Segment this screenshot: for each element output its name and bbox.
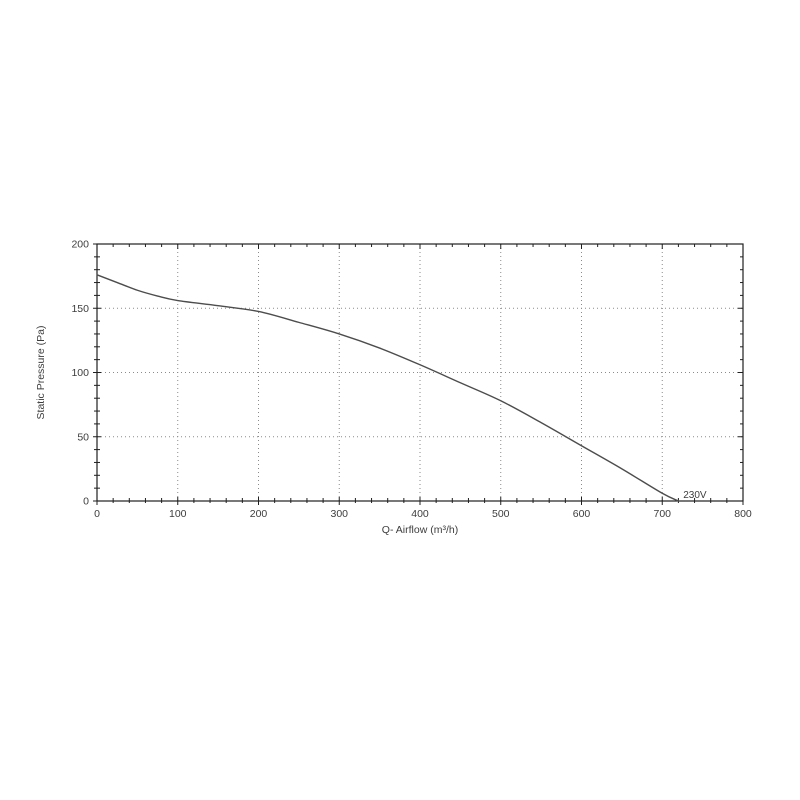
x-tick-label: 100: [169, 508, 187, 520]
y-tick-label: 50: [77, 431, 89, 443]
gridlines: [97, 244, 743, 501]
axes-and-ticks: [93, 243, 744, 505]
x-tick-label: 300: [330, 508, 348, 520]
x-tick-label: 400: [411, 508, 429, 520]
tick-labels: 0 100 200 300 400 500 600 700 800 0 50 100 150 200: [71, 239, 751, 521]
voltage-annotation: 230V: [683, 490, 707, 501]
curve-annotation: 230V: [683, 490, 707, 501]
x-tick-label: 800: [734, 508, 752, 520]
y-tick-label: 150: [71, 303, 89, 315]
y-tick-label: 100: [71, 367, 89, 379]
pressure-curve: [96, 274, 680, 502]
x-tick-label: 600: [573, 508, 591, 520]
y-axis-title: Static Pressure (Pa): [35, 326, 47, 420]
x-tick-label: 700: [653, 508, 671, 520]
x-tick-label: 200: [250, 508, 268, 520]
x-axis-title: Q- Airflow (m³/h): [382, 524, 458, 536]
fan-curve-230v: [96, 274, 680, 502]
x-tick-label: 0: [94, 508, 100, 520]
y-tick-label: 0: [83, 496, 89, 508]
y-tick-label: 200: [71, 239, 89, 251]
x-tick-label: 500: [492, 508, 510, 520]
